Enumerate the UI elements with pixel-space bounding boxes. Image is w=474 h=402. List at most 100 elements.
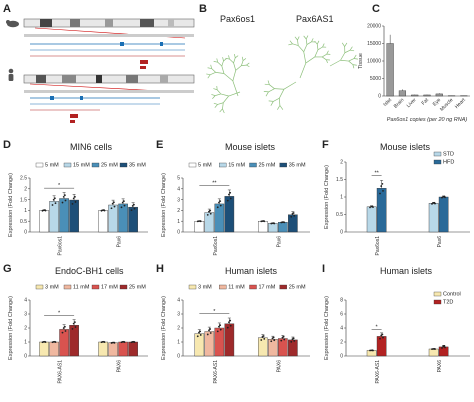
rna-stem bbox=[311, 38, 314, 42]
e-bar bbox=[278, 222, 288, 233]
i-data-point bbox=[444, 346, 446, 349]
e-legend-label: 5 mM bbox=[198, 163, 212, 169]
g-bar bbox=[128, 341, 138, 357]
rna-stem bbox=[341, 42, 345, 47]
g-data-point bbox=[123, 341, 126, 344]
h-legend-label: 3 mM bbox=[198, 285, 212, 291]
rna-stem bbox=[217, 102, 224, 105]
f-x-tick-label: Pax6 bbox=[437, 236, 443, 248]
i-y-tick-label: 8 bbox=[340, 298, 343, 304]
d-bar bbox=[39, 210, 49, 233]
d-data-point bbox=[130, 209, 133, 212]
g-legend-swatch bbox=[119, 284, 128, 290]
rna-stem bbox=[235, 65, 242, 71]
d-y-tick-label: 1.5 bbox=[20, 197, 27, 203]
panel-a: A bbox=[3, 3, 195, 123]
f-bar bbox=[428, 203, 439, 233]
c-bar bbox=[435, 93, 443, 97]
e-data-point bbox=[229, 191, 232, 194]
h-legend-swatch bbox=[249, 284, 257, 290]
e-bar bbox=[288, 214, 298, 233]
d-data-point bbox=[123, 204, 126, 207]
rna-stem bbox=[207, 74, 211, 79]
i-data-point bbox=[380, 334, 383, 337]
rna-stem bbox=[210, 72, 216, 76]
d-data-point bbox=[133, 203, 135, 206]
g-significance-label: * bbox=[58, 311, 61, 317]
f-y-tick-label: 2 bbox=[340, 160, 343, 166]
rna-stem bbox=[216, 89, 222, 95]
f-data-point bbox=[434, 202, 436, 205]
rna-stem bbox=[215, 71, 225, 74]
h-data-point bbox=[281, 336, 284, 339]
i-legend-swatch bbox=[433, 291, 442, 297]
h-legend-swatch bbox=[188, 284, 197, 290]
g-bar bbox=[108, 342, 118, 357]
rna-stem bbox=[349, 46, 353, 51]
h-x-tick-label: PAX6-AS1 bbox=[213, 360, 219, 384]
h-data-point bbox=[218, 325, 220, 328]
d-bar bbox=[98, 210, 108, 233]
panel-a-label: A bbox=[3, 3, 11, 15]
g-data-point bbox=[72, 322, 75, 325]
e-data-point bbox=[228, 193, 230, 196]
e-data-point bbox=[229, 197, 232, 200]
g-data-point bbox=[74, 326, 77, 328]
h-data-point bbox=[263, 337, 266, 340]
f-y-tick-label: 1 bbox=[340, 195, 343, 201]
rna-stem bbox=[321, 53, 327, 58]
rna-stem bbox=[210, 64, 212, 69]
e-y-tick-label: 1 bbox=[177, 219, 180, 225]
f-y-tick-label: 1.5 bbox=[336, 177, 343, 183]
rna-stem bbox=[212, 95, 216, 100]
e-y-tick-label: 2 bbox=[177, 208, 180, 214]
i-title: Human islets bbox=[380, 266, 433, 276]
d-legend-swatch bbox=[91, 162, 100, 168]
rna-stem bbox=[321, 56, 327, 61]
i-data-point bbox=[432, 348, 435, 350]
e-data-point bbox=[293, 214, 296, 217]
e-data-point bbox=[281, 221, 284, 224]
i-data-point bbox=[442, 345, 445, 348]
rna-stem bbox=[329, 59, 341, 67]
rna-stem bbox=[303, 35, 307, 40]
h-y-tick-label: 4 bbox=[177, 298, 180, 304]
e-data-point bbox=[209, 212, 212, 215]
g-data-point bbox=[61, 331, 64, 334]
rna-stem bbox=[279, 98, 281, 106]
h-data-point bbox=[216, 330, 219, 333]
structure-name-pax6as1: Pax6AS1 bbox=[296, 14, 334, 24]
e-y-tick-label: 3 bbox=[177, 197, 180, 203]
c-bar bbox=[386, 43, 394, 97]
g-data-point bbox=[133, 341, 136, 344]
g-legend-swatch bbox=[63, 284, 72, 290]
panel-f-label: F bbox=[322, 139, 329, 151]
e-legend-label: 35 mM bbox=[289, 163, 306, 169]
h-y-tick-label: 1 bbox=[177, 340, 180, 346]
d-title: MIN6 cells bbox=[70, 142, 113, 152]
g-y-axis-label: Expression (Fold Change) bbox=[8, 296, 14, 360]
rna-stem bbox=[292, 43, 299, 46]
d-bar bbox=[118, 203, 128, 233]
d-bar bbox=[49, 201, 59, 233]
chromosome-ideogram-human bbox=[23, 74, 195, 84]
rna-stem bbox=[294, 36, 298, 41]
d-legend-swatch bbox=[35, 162, 44, 168]
e-bar bbox=[214, 203, 225, 233]
d-x-tick-label: Pax6 bbox=[117, 236, 123, 248]
chart-e: Mouse islets 5 mM 15 mM 25 mM 35 mM 0 1 2 3 4 5 Exp… bbox=[161, 142, 310, 255]
i-data-point bbox=[434, 348, 436, 350]
f-legend-swatch bbox=[433, 159, 442, 165]
h-data-point bbox=[229, 319, 232, 322]
rna-stem bbox=[277, 105, 281, 110]
rna-stem bbox=[297, 45, 305, 52]
e-data-point bbox=[263, 220, 266, 223]
g-legend-swatch bbox=[91, 284, 100, 290]
e-x-tick-label: Pax6 bbox=[276, 236, 282, 248]
g-data-point bbox=[113, 341, 116, 344]
rna-stem bbox=[279, 105, 284, 110]
rna-stem bbox=[314, 40, 318, 45]
i-y-tick-label: 0 bbox=[340, 354, 343, 360]
h-data-point bbox=[271, 337, 274, 340]
g-data-point bbox=[111, 341, 114, 344]
